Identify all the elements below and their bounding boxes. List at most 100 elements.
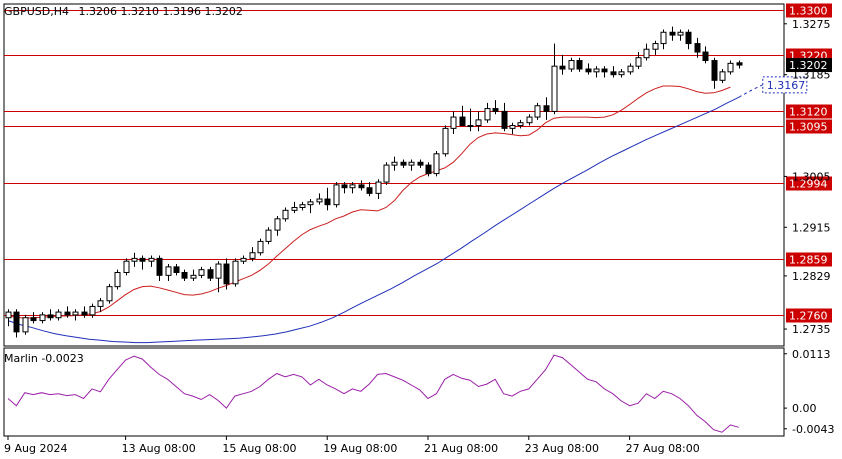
candle-body [400,161,407,166]
candle-body [47,314,54,319]
candle-body [543,105,550,112]
candle-body [282,209,289,220]
candle-body [358,184,365,189]
oscillator-title: Marlin -0.0023 [4,352,84,365]
candle-body [232,260,239,285]
candle-body [324,198,331,206]
slow-ma-line [7,96,740,344]
candle-body [677,31,684,36]
candle-body [450,116,457,129]
candle-body [559,65,566,70]
candle-body [719,71,726,81]
price-axis: 1.33001.32201.31201.30951.29941.28591.27… [784,3,832,336]
candle-body [375,181,382,194]
slow-ma-projection [738,76,784,98]
candle-body [274,218,281,231]
candle-body [526,116,533,124]
price-tick-label: 1.2829 [792,270,831,283]
candle-body [81,311,88,316]
price-tick-label: 1.3275 [792,18,831,31]
oscillator-panel-frame [3,347,785,437]
oscillator-panel: 0.0113 0.00 -0.0043 [7,348,834,436]
main-panel-frame [3,3,785,347]
candle-body [711,60,718,81]
candle-body [165,266,172,276]
candle-body [417,161,424,166]
candle-body [501,110,508,129]
current-price-tag [786,58,832,73]
candle-body [627,65,634,73]
candle-body [576,60,583,70]
projection-price-label: 1.3167 [767,79,806,92]
candle-body [517,122,524,127]
candle-body [643,48,650,59]
candle-body [366,187,373,194]
osc-tick-label: 0.0113 [792,348,831,361]
candle-body [349,184,356,189]
candle-body [97,300,104,307]
candle-body [173,266,180,274]
osc-tick-label: -0.0043 [792,423,834,436]
price-tick-label: 1.3005 [792,170,831,183]
fast-ma-line [7,85,731,319]
candle-body [391,161,398,166]
marlin-line [7,354,739,433]
candle-body [568,60,575,70]
candle-body [249,252,256,259]
candle-body [610,71,617,76]
time-tick-label: 21 Aug 08:00 [424,442,498,455]
candle-body [265,229,272,242]
horizontal-levels [4,10,784,316]
candle-body [551,65,558,112]
candle-body [139,257,146,262]
candle-body [660,31,667,45]
candle-body [30,317,37,322]
level-label: 1.3300 [789,5,828,18]
candle-body [240,257,247,262]
level-label: 1.2994 [789,178,828,191]
candle-body [467,125,474,128]
candle-body [694,43,701,53]
time-tick-label: 15 Aug 08:00 [222,442,296,455]
projection-price-box[interactable] [762,76,808,94]
candle-body [652,43,659,50]
candle-body [89,305,96,316]
candle-body [618,71,625,76]
candles [5,26,743,338]
candle-body [106,286,113,302]
osc-tick-label: 0.00 [792,402,817,415]
candle-body [492,108,499,112]
candle-body [593,68,600,73]
candle-body [484,108,491,121]
chart-title: GBPUSD,H4 1.3206 1.3210 1.3196 1.3202 [4,5,243,18]
level-tag [786,176,832,191]
candle-body [341,184,348,189]
moving-averages: 1.3167 [7,76,808,344]
level-label: 1.3095 [789,121,828,134]
time-tick-label: 13 Aug 08:00 [122,442,196,455]
level-label: 1.2859 [789,254,828,267]
candle-body [383,164,390,183]
price-tick-label: 1.2915 [792,221,831,234]
candle-body [55,311,62,319]
candle-body [408,161,415,166]
candle-body [534,105,541,118]
time-tick-label: 9 Aug 2024 [4,442,67,455]
candle-body [333,184,340,206]
candle-body [198,269,205,276]
current-price-label: 1.3202 [789,59,828,72]
level-tag [786,308,832,323]
candle-body [72,311,79,316]
candle-body [291,207,298,211]
candle-body [114,272,121,288]
candle-body [433,153,440,175]
candle-body [148,257,155,262]
price-tick-label: 1.2735 [792,323,831,336]
candle-body [123,260,130,274]
level-tag [786,119,832,134]
candle-body [64,311,71,316]
level-tag [786,252,832,267]
candle-body [190,274,197,279]
symbol-timeframe: GBPUSD,H4 [4,5,69,18]
